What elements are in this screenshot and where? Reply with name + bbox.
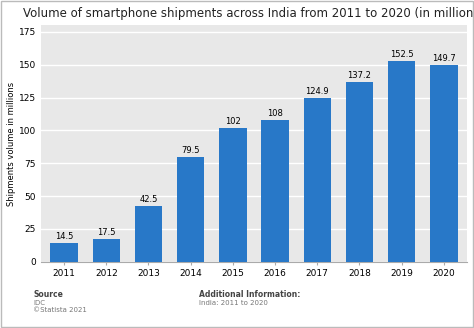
Text: 17.5: 17.5 [97, 228, 116, 237]
Bar [50, 243, 78, 262]
Text: 14.5: 14.5 [55, 232, 73, 241]
Text: 137.2: 137.2 [347, 71, 372, 80]
Text: India: 2011 to 2020: India: 2011 to 2020 [199, 300, 268, 306]
Bar [261, 120, 289, 262]
Text: 152.5: 152.5 [390, 51, 413, 59]
Text: 149.7: 149.7 [432, 54, 456, 63]
Bar [346, 82, 373, 262]
Text: 124.9: 124.9 [305, 87, 329, 96]
Text: Additional Information:: Additional Information: [199, 290, 301, 299]
Bar [303, 98, 331, 262]
Bar [92, 239, 120, 262]
Text: Source: Source [33, 290, 63, 299]
Bar [388, 61, 415, 262]
Text: 108: 108 [267, 109, 283, 118]
Bar [135, 206, 162, 262]
Y-axis label: Shipments volume in millions: Shipments volume in millions [7, 81, 16, 206]
Text: IDC
©Statista 2021: IDC ©Statista 2021 [33, 300, 87, 313]
Text: 42.5: 42.5 [139, 195, 158, 204]
Bar [219, 128, 246, 262]
Title: Volume of smartphone shipments across India from 2011 to 2020 (in millions): Volume of smartphone shipments across In… [23, 7, 474, 20]
Bar [177, 157, 204, 262]
Text: 102: 102 [225, 117, 241, 126]
Text: 79.5: 79.5 [182, 146, 200, 155]
Bar [430, 65, 457, 262]
